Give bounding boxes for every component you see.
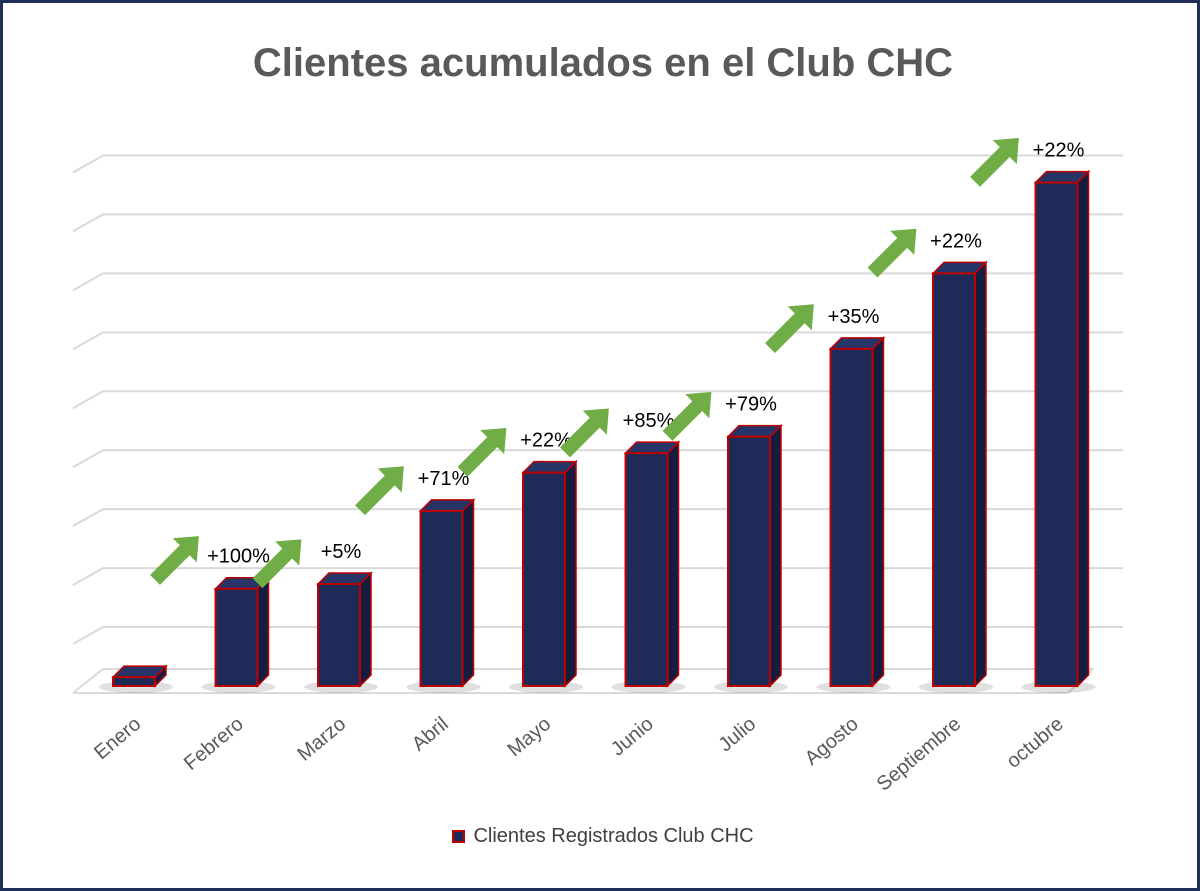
growth-label: +22% xyxy=(930,230,982,252)
gridline-edge xyxy=(72,390,104,410)
bar xyxy=(829,347,874,687)
bar-side xyxy=(564,459,577,688)
chart-plot: Enero Febrero +100% Marzo +5% Abril +71% Mayo +2… xyxy=(72,137,1123,796)
growth-label: +22% xyxy=(1033,140,1085,162)
bar-side xyxy=(1076,169,1090,688)
x-tick-label: Abril xyxy=(408,713,453,756)
bar-side xyxy=(256,575,270,688)
growth-arrow-shape xyxy=(970,137,1019,187)
x-tick-label: octubre xyxy=(1002,713,1067,773)
growth-arrow-shape xyxy=(765,304,814,353)
x-tick-label: Septiembre xyxy=(873,713,965,796)
growth-arrow-shape xyxy=(252,539,302,589)
gridline-edge xyxy=(72,154,104,174)
gridline-edge xyxy=(72,213,104,233)
bar xyxy=(419,509,464,688)
bar xyxy=(214,587,259,687)
bar-side xyxy=(461,498,475,688)
bar xyxy=(727,435,771,687)
x-tick-label: Febrero xyxy=(180,713,248,775)
growth-arrow xyxy=(252,539,302,589)
growth-label: +35% xyxy=(828,306,880,328)
bar xyxy=(932,272,976,687)
bar-side xyxy=(974,260,987,688)
growth-arrow xyxy=(150,536,199,585)
x-tick-label: Enero xyxy=(90,713,145,764)
growth-arrow xyxy=(867,228,917,278)
bar-side xyxy=(666,440,680,688)
gridline-edge xyxy=(72,331,104,351)
legend-label: Clientes Registrados Club CHC xyxy=(473,825,754,847)
bar xyxy=(624,452,669,687)
floor-left-edge xyxy=(72,668,104,694)
growth-arrow xyxy=(970,137,1019,187)
growth-arrow xyxy=(765,304,814,353)
growth-label: +85% xyxy=(623,410,675,432)
bar xyxy=(1034,181,1079,687)
legend: Clientes Registrados Club CHC xyxy=(3,825,1200,848)
growth-label: +22% xyxy=(520,430,572,452)
growth-arrow xyxy=(662,392,712,441)
growth-arrow-shape xyxy=(560,408,609,458)
gridline-edge xyxy=(72,508,104,528)
bar-side xyxy=(769,423,782,688)
bar xyxy=(317,583,361,688)
growth-arrow-shape xyxy=(457,427,507,477)
growth-arrow-shape xyxy=(355,466,404,516)
gridline-edge xyxy=(72,567,104,586)
gridline-edge xyxy=(72,626,104,645)
bar xyxy=(522,471,566,688)
growth-arrow-shape xyxy=(662,392,712,441)
x-tick-label: Agosto xyxy=(801,713,863,770)
legend-swatch xyxy=(452,830,466,843)
growth-label: +5% xyxy=(321,541,362,563)
gridline-edge xyxy=(72,449,104,469)
bar xyxy=(112,676,156,688)
chart-title: Clientes acumulados en el Club CHC xyxy=(252,41,954,85)
x-tick-label: Marzo xyxy=(293,713,350,766)
growth-arrow xyxy=(560,408,609,458)
growth-label: +71% xyxy=(418,468,470,490)
growth-label: +100% xyxy=(207,546,270,568)
bar-side xyxy=(871,336,885,688)
growth-arrow-shape xyxy=(867,228,917,278)
growth-arrow xyxy=(457,427,507,477)
gridline-edge xyxy=(72,272,104,292)
x-tick-label: Julio xyxy=(715,713,761,756)
x-tick-label: Mayo xyxy=(504,713,556,761)
growth-arrow xyxy=(355,466,404,516)
x-tick-label: Junio xyxy=(607,713,658,761)
growth-arrow-shape xyxy=(150,536,199,585)
growth-label: +79% xyxy=(725,394,777,416)
bar-side xyxy=(359,571,372,688)
